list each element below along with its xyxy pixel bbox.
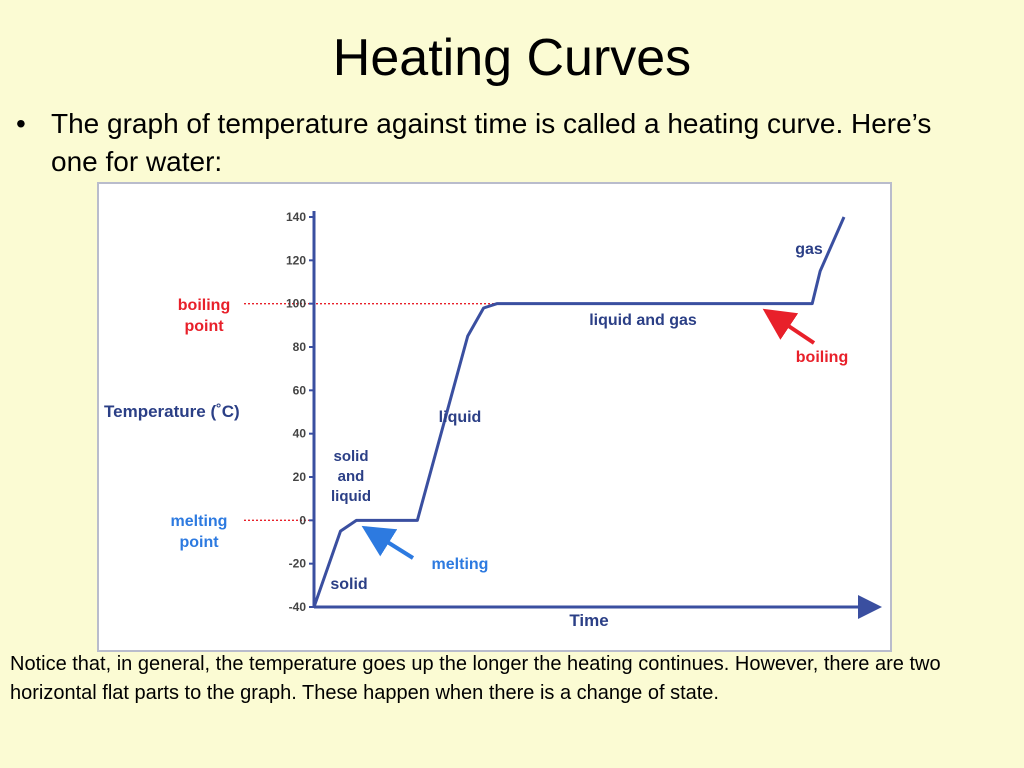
liquid-label: liquid (439, 409, 482, 426)
y-tick-label: 0 (299, 513, 306, 527)
heating-curve-chart: 140 120 100 80 60 40 20 0 -20 -40 Temperature (˚C)… (97, 182, 892, 652)
solid-label: solid (330, 576, 367, 593)
y-axis-label: Temperature (˚C) (104, 402, 240, 421)
bullet-marker: • (16, 108, 26, 139)
boiling-label: boiling (796, 349, 848, 366)
y-tick-label: -20 (289, 557, 307, 571)
y-tick-label: 80 (293, 340, 307, 354)
boiling-arrow (762, 308, 816, 345)
gas-label: gas (795, 241, 823, 258)
y-tick-label: -40 (289, 600, 307, 614)
liquid-and-gas-label: liquid and gas (589, 312, 697, 329)
y-tick-label: 20 (293, 470, 307, 484)
heating-curve-line (312, 216, 846, 608)
y-tick-label: 100 (286, 297, 306, 311)
melting-point-label: melting point (171, 513, 228, 551)
y-tick-label: 120 (286, 253, 306, 267)
chart-svg: 140 120 100 80 60 40 20 0 -20 -40 Temperature (˚C)… (104, 210, 882, 630)
y-tick-label: 40 (293, 427, 307, 441)
solid-and-liquid-label: solid and liquid (331, 448, 371, 505)
melting-arrow (361, 525, 415, 560)
melting-label: melting (432, 556, 489, 573)
note-text: Notice that, in general, the temperature… (10, 653, 941, 704)
x-axis-label: Time (569, 611, 608, 630)
bullet-text: The graph of temperature against time is… (51, 108, 932, 177)
y-tick-label: 60 (293, 383, 307, 397)
boiling-point-label: boiling point (178, 297, 230, 335)
slide-title: Heating Curves (332, 29, 692, 87)
y-tick-label: 140 (286, 210, 306, 224)
